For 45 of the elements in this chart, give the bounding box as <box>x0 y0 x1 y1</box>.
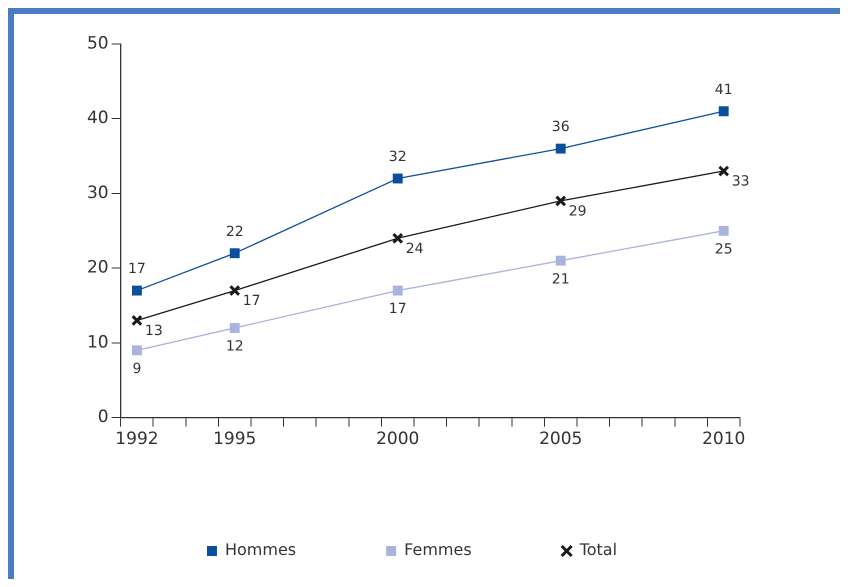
x-tick-label: 2000 <box>376 429 420 450</box>
legend-label: Femmes <box>404 540 472 560</box>
data-label: 12 <box>226 338 244 355</box>
point <box>718 106 729 116</box>
data-label: 17 <box>388 301 407 318</box>
y-tick-label: 20 <box>86 258 109 278</box>
data-label: 24 <box>406 240 424 257</box>
point <box>392 232 404 244</box>
x-tick-label: 2005 <box>539 429 582 450</box>
data-label: 33 <box>732 174 750 190</box>
x-tick-label: 1995 <box>213 429 256 450</box>
point <box>718 226 729 236</box>
x-tick-label: 2010 <box>702 429 746 450</box>
y-tick-label: 40 <box>86 108 109 128</box>
point <box>230 248 240 258</box>
point <box>228 284 240 296</box>
point <box>554 195 566 207</box>
data-label: 32 <box>388 149 407 166</box>
y-tick-label: 10 <box>86 332 109 352</box>
data-label: 17 <box>128 261 146 278</box>
y-tick-label: 0 <box>98 407 109 428</box>
legend-label: Total <box>578 540 618 560</box>
y-tick-label: 30 <box>86 182 109 203</box>
legend-label: Hommes <box>224 540 296 560</box>
data-label: 17 <box>242 293 261 310</box>
y-tick-label: 50 <box>86 33 109 54</box>
point <box>392 174 403 184</box>
data-label: 41 <box>714 82 733 98</box>
data-label: 22 <box>226 224 244 240</box>
point <box>132 286 142 296</box>
page-frame: Hommes Femmes Total 1992 1995 2000 2005 2010 0 10 20 30 40 50 17 22 32 36 41 9 12 17 21 25 13 17 24 29 33 <box>8 8 840 579</box>
point <box>556 256 566 266</box>
point <box>230 322 240 333</box>
point <box>132 345 142 356</box>
data-label: 25 <box>714 241 733 258</box>
data-label: 21 <box>552 271 570 288</box>
point <box>718 165 730 177</box>
data-label: 29 <box>568 204 587 220</box>
data-label: 13 <box>144 323 163 340</box>
point <box>556 144 566 154</box>
point <box>131 314 143 326</box>
data-label: 36 <box>552 119 570 136</box>
data-label: 9 <box>132 360 142 377</box>
point <box>392 286 403 296</box>
x-tick-label: 1992 <box>115 429 159 450</box>
